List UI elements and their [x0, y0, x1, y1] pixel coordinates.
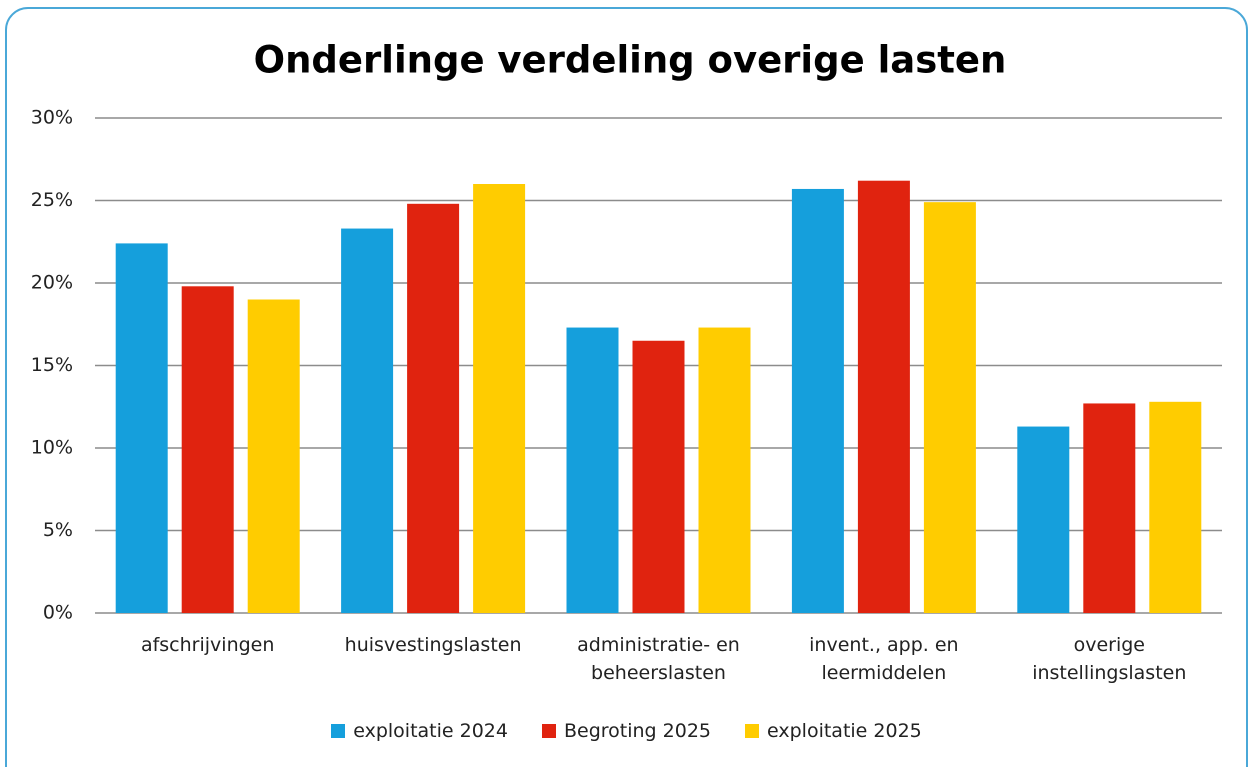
bar: [857, 180, 910, 613]
bar: [115, 243, 168, 613]
x-tick-label: afschrijvingen: [140, 634, 275, 656]
bar: [632, 340, 685, 613]
x-tick-label: huisvestingslasten: [344, 634, 522, 656]
legend: exploitatie 2024 Begroting 2025 exploitati…: [0, 720, 1253, 742]
y-tick-label: 10%: [31, 437, 73, 459]
legend-label: Begroting 2025: [563, 720, 712, 742]
y-tick-label: 20%: [31, 272, 73, 294]
bar: [1083, 403, 1136, 613]
bar: [923, 202, 976, 613]
legend-swatch: [331, 724, 346, 738]
x-tick-label: administratie- en beheerslasten: [577, 634, 740, 684]
bar: [247, 299, 300, 613]
bar: [407, 203, 460, 614]
y-tick-label: 15%: [31, 354, 73, 376]
legend-label: exploitatie 2024: [353, 720, 508, 742]
legend-item: exploitatie 2024: [331, 720, 508, 742]
legend-item: exploitatie 2025: [745, 720, 922, 742]
bar: [473, 184, 526, 613]
bar: [341, 228, 394, 614]
legend-swatch: [541, 724, 556, 738]
legend-label: exploitatie 2025: [767, 720, 922, 742]
bar: [1017, 426, 1070, 613]
y-tick-label: 25%: [31, 189, 73, 211]
x-tick-label: invent., app. en leermiddelen: [809, 634, 959, 684]
bar: [181, 286, 234, 613]
y-tick-label: 0%: [43, 602, 73, 624]
y-tick-label: 5%: [43, 519, 73, 541]
bar: [1149, 401, 1202, 613]
bar: [566, 327, 619, 613]
y-tick-label: 30%: [31, 107, 73, 129]
legend-item: Begroting 2025: [541, 720, 712, 742]
bar: [698, 327, 751, 613]
bar: [791, 188, 844, 613]
legend-swatch: [745, 724, 760, 738]
chart-title: Onderlinge verdeling overige lasten: [254, 39, 1007, 82]
x-tick-label: overige instellingslasten: [1032, 634, 1187, 684]
